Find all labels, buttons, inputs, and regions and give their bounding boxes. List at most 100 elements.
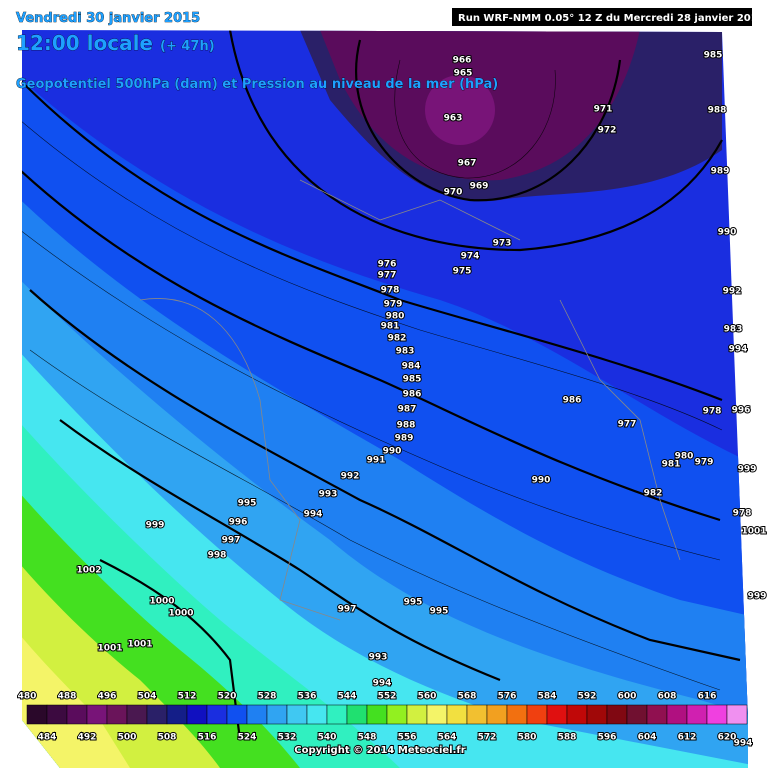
legend-swatch <box>486 704 508 725</box>
isobar-label: 991 <box>367 456 386 466</box>
isobar-label: 963 <box>444 114 463 124</box>
time: 12:00 locale <box>16 31 153 55</box>
legend-swatch <box>266 704 288 725</box>
isobar-label: 994 <box>373 679 392 689</box>
legend-swatch <box>426 704 448 725</box>
isobar-label: 994 <box>734 739 753 749</box>
run-box <box>452 8 752 26</box>
isobar-label: 995 <box>404 598 423 608</box>
legend-swatch <box>386 704 408 725</box>
legend-label: 492 <box>78 733 97 743</box>
isobar-label: 1001 <box>741 527 766 537</box>
legend-label: 488 <box>58 692 77 702</box>
isobar-label: 981 <box>381 322 400 332</box>
legend-swatch <box>226 704 248 725</box>
legend-label: 600 <box>618 692 637 702</box>
legend-swatch <box>466 704 488 725</box>
legend-swatch <box>586 704 608 725</box>
legend-label: 612 <box>678 733 697 743</box>
isobar-label: 988 <box>708 106 727 116</box>
isobar-label: 975 <box>453 267 472 277</box>
isobar-label: 984 <box>402 362 421 372</box>
isobar-label: 1001 <box>127 640 152 650</box>
legend-label: 580 <box>518 733 537 743</box>
isobar-label: 1001 <box>97 644 122 654</box>
isobar-label: 965 <box>454 69 473 79</box>
isobar-label: 990 <box>718 228 737 238</box>
legend-label: 512 <box>178 692 197 702</box>
isobar-label: 1000 <box>168 609 193 619</box>
legend-label: 556 <box>398 733 417 743</box>
copyright: Copyright © 2014 Meteociel.fr <box>294 745 465 756</box>
legend-swatch <box>126 704 148 725</box>
legend-swatch <box>246 704 268 725</box>
legend-label: 564 <box>438 733 457 743</box>
isobar-label: 985 <box>403 375 422 385</box>
isobar-label: 996 <box>732 406 751 416</box>
legend-swatch <box>26 704 48 725</box>
subtitle: Geopotentiel 500hPa (dam) et Pression au… <box>16 77 498 92</box>
isobar-label: 999 <box>748 592 767 602</box>
isobar-label: 990 <box>532 476 551 486</box>
legend-label: 616 <box>698 692 717 702</box>
legend-label: 516 <box>198 733 217 743</box>
legend-swatch <box>326 704 348 725</box>
isobar-label: 985 <box>704 51 723 61</box>
legend-label: 592 <box>578 692 597 702</box>
legend-swatch <box>506 704 528 725</box>
legend-swatch <box>606 704 628 725</box>
isobar-label: 997 <box>338 605 357 615</box>
isobar-label: 986 <box>403 390 422 400</box>
legend-label: 524 <box>238 733 257 743</box>
legend-swatch <box>706 704 728 725</box>
legend-label: 572 <box>478 733 497 743</box>
isobar-label: 979 <box>695 458 714 468</box>
isobar-label: 990 <box>383 447 402 457</box>
isobar-label: 969 <box>470 182 489 192</box>
isobar-label: 986 <box>563 396 582 406</box>
legend-label: 548 <box>358 733 377 743</box>
isobar-label: 976 <box>378 260 397 270</box>
legend-label: 540 <box>318 733 337 743</box>
legend-swatch <box>206 704 228 725</box>
isobar-label: 995 <box>430 607 449 617</box>
legend-label: 484 <box>38 733 57 743</box>
isobar-label: 1000 <box>149 597 174 607</box>
legend-label: 604 <box>638 733 657 743</box>
isobar-label: 978 <box>733 509 752 519</box>
isobar-label: 994 <box>304 510 323 520</box>
legend-swatch <box>366 704 388 725</box>
isobar-label: 983 <box>396 347 415 357</box>
legend-swatch <box>566 704 588 725</box>
legend-swatch <box>66 704 88 725</box>
isobar-label: 982 <box>644 489 663 499</box>
legend-label: 480 <box>18 692 37 702</box>
isobar-label: 987 <box>398 405 417 415</box>
legend-label: 608 <box>658 692 677 702</box>
isobar-label: 998 <box>208 551 227 561</box>
legend-label: 536 <box>298 692 317 702</box>
isobar-label: 982 <box>388 334 407 344</box>
legend-swatch <box>146 704 168 725</box>
legend-label: 528 <box>258 692 277 702</box>
isobar-label: 999 <box>738 465 757 475</box>
lead-time: (+ 47h) <box>160 39 215 54</box>
run-info: Run WRF-NMM 0.05° 12 Z du Mercredi 28 ja… <box>458 13 765 24</box>
isobar-label: 994 <box>729 345 748 355</box>
legend-swatch <box>286 704 308 725</box>
legend-swatch <box>626 704 648 725</box>
isobar-label: 993 <box>369 653 388 663</box>
isobar-label: 993 <box>319 490 338 500</box>
legend-swatch <box>546 704 568 725</box>
isobar-label: 981 <box>662 460 681 470</box>
legend-swatch <box>666 704 688 725</box>
isobar-label: 967 <box>458 159 477 169</box>
legend-swatch <box>106 704 128 725</box>
isobar-label: 980 <box>675 452 694 462</box>
legend-swatch <box>186 704 208 725</box>
legend-swatch <box>346 704 368 725</box>
legend-swatch <box>726 704 748 725</box>
isobar-label: 1002 <box>76 566 101 576</box>
legend-swatch <box>406 704 428 725</box>
